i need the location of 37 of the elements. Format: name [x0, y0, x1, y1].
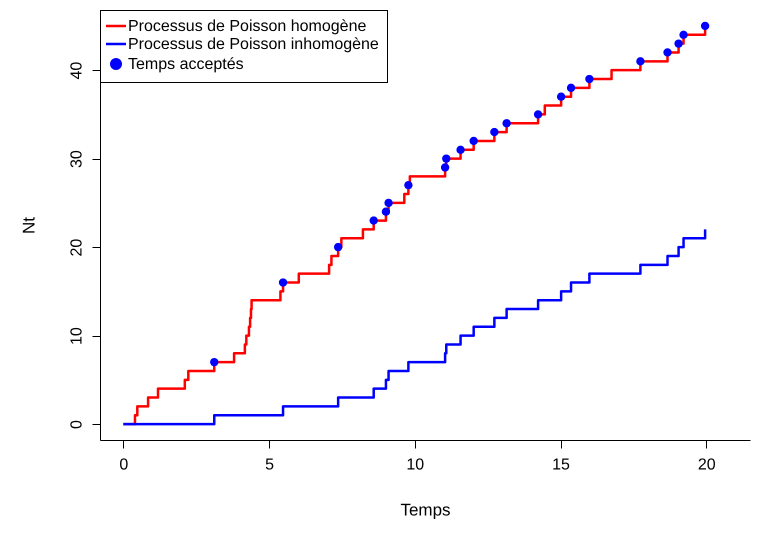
- legend-label: Processus de Poisson inhomogène: [128, 36, 379, 53]
- point: [404, 181, 413, 190]
- point: [556, 92, 566, 101]
- y-axis-title: Nt: [20, 216, 38, 234]
- point: [502, 119, 511, 128]
- point: [440, 163, 450, 172]
- y-tick-label: 0: [68, 420, 86, 430]
- point: [534, 110, 542, 119]
- point: [490, 128, 499, 136]
- point: [663, 48, 672, 57]
- point: [636, 57, 645, 66]
- point: [566, 84, 576, 92]
- point: [679, 30, 688, 39]
- y-tick-label: 10: [68, 327, 86, 345]
- x-axis-title: Temps: [400, 500, 451, 520]
- y-tick-label: 20: [68, 238, 86, 257]
- y-tick-label: 30: [68, 150, 86, 168]
- point: [334, 242, 342, 252]
- point: [700, 22, 710, 30]
- legend-label: Processus de Poisson homogène: [128, 18, 366, 35]
- x-tick-label: 15: [552, 456, 570, 474]
- x-tick-label: 5: [265, 456, 274, 474]
- point: [370, 216, 378, 225]
- x-tick-label: 10: [406, 456, 424, 474]
- point: [456, 146, 465, 154]
- point: [278, 278, 288, 287]
- y-tick-label: 40: [68, 62, 86, 80]
- point: [469, 136, 478, 146]
- x-tick-label: 0: [119, 456, 128, 474]
- point: [210, 358, 218, 366]
- x-tick-label: 20: [698, 456, 716, 474]
- point: [674, 39, 683, 48]
- point: [382, 208, 390, 216]
- point: [585, 74, 594, 84]
- legend-label: Temps acceptés: [128, 56, 244, 73]
- point: [384, 198, 393, 208]
- point: [442, 154, 450, 163]
